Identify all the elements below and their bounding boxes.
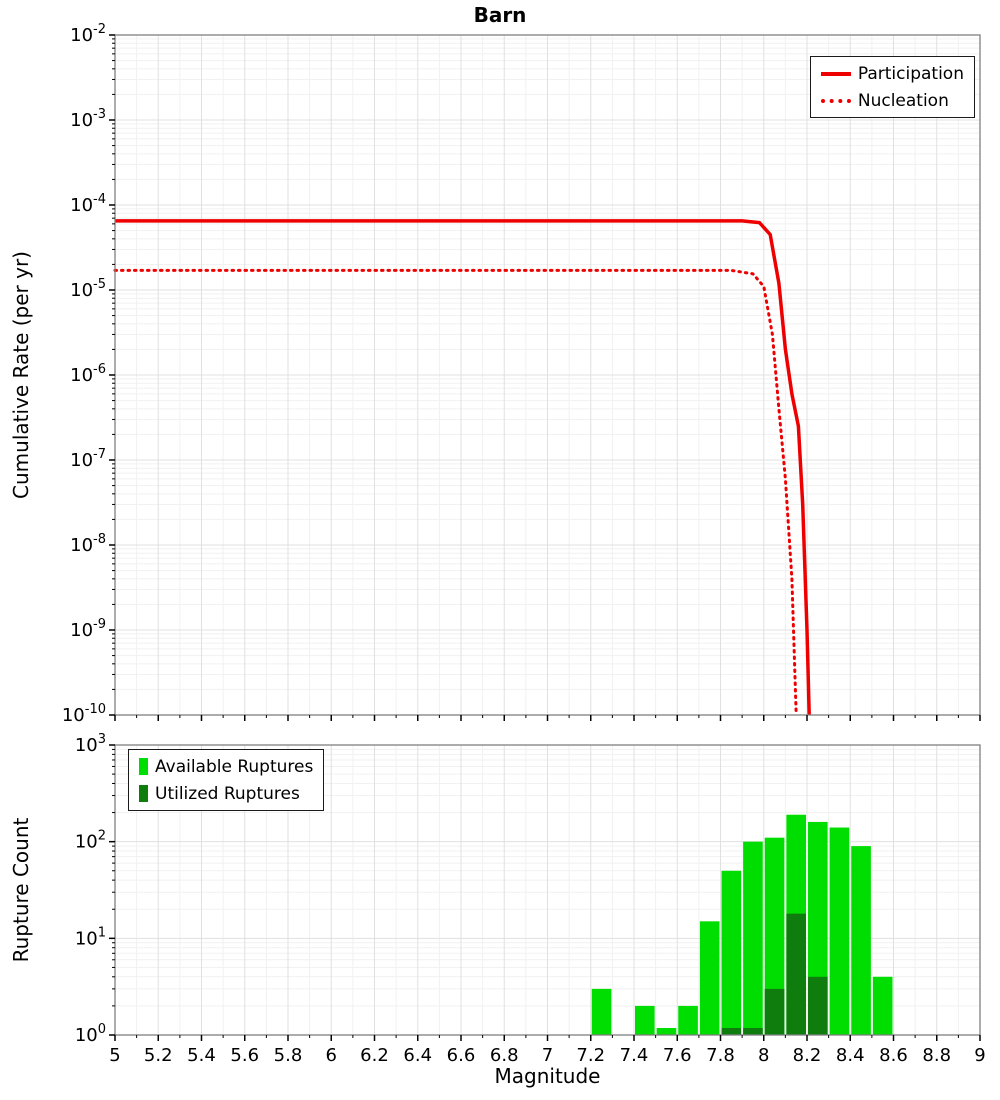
utilized-ruptures-bar — [808, 976, 828, 1035]
x-tick-label: 6.6 — [447, 1045, 476, 1066]
available-ruptures-bar — [851, 846, 871, 1035]
legend-item-participation: Participation — [820, 60, 964, 87]
rupture-count-panel: 100 101 102 103 5 5.2 5.4 5.6 5.8 6 6.2 6.4 6.6 6.8 7 7… — [75, 732, 986, 1066]
rate-legend: Participation Nucleation — [809, 56, 975, 118]
y-tick-label: 103 — [75, 732, 106, 756]
x-tick-label: 8.6 — [879, 1045, 908, 1066]
magnitude-axis-label: Magnitude — [494, 1064, 601, 1088]
x-tick-label: 7.8 — [706, 1045, 735, 1066]
available-ruptures-bar — [591, 988, 612, 1035]
available-ruptures-legend-label: Available Ruptures — [155, 756, 314, 777]
y-tick-label: 10-4 — [70, 192, 106, 216]
available-ruptures-bar — [743, 841, 763, 1035]
chart-title: Barn — [473, 3, 527, 27]
utilized-ruptures-bar — [786, 913, 806, 1035]
nucleation-legend-label: Nucleation — [857, 90, 949, 111]
y-tick-label: 100 — [75, 1022, 106, 1046]
x-tick-label: 6.8 — [490, 1045, 519, 1066]
legend-item-utilized-ruptures: Utilized Ruptures — [139, 780, 313, 807]
available-ruptures-bar — [699, 921, 720, 1035]
y-tick-label: 10-5 — [70, 277, 106, 301]
x-tick-label: 5.8 — [274, 1045, 303, 1066]
x-tick-label: 5 — [109, 1045, 120, 1066]
x-tick-label: 6.2 — [360, 1045, 389, 1066]
cumulative-rate-panel: 10-10 10-9 10-8 10-7 10-6 10-5 10-4 10-3 10-2 — [62, 22, 981, 726]
x-tick-label: 8.8 — [922, 1045, 951, 1066]
y-tick-label: 10-8 — [70, 532, 106, 556]
available-ruptures-bar — [764, 837, 785, 1035]
x-tick-label: 8.2 — [793, 1045, 822, 1066]
y-tick-label: 10-2 — [70, 22, 106, 46]
x-tick-label: 7.4 — [620, 1045, 649, 1066]
y-tick-label: 10-10 — [62, 702, 106, 726]
x-tick-label: 6.4 — [403, 1045, 432, 1066]
available-ruptures-bar — [678, 1005, 698, 1035]
available-ruptures-bar — [656, 1028, 677, 1035]
x-tick-label: 8 — [758, 1045, 769, 1066]
count-legend: Available Ruptures Utilized Ruptures — [128, 749, 325, 811]
nucleation-line-swatch — [820, 98, 851, 103]
utilized-ruptures-bar — [721, 1028, 742, 1035]
participation-line — [115, 219, 811, 716]
utilized-ruptures-bar — [743, 1028, 763, 1035]
participation-legend-label: Participation — [857, 63, 964, 84]
available-ruptures-bar — [635, 1005, 655, 1035]
x-tick-label: 5.6 — [230, 1045, 259, 1066]
utilized-ruptures-legend-label: Utilized Ruptures — [155, 783, 300, 804]
available-ruptures-bar — [721, 870, 742, 1035]
y-tick-label: 10-9 — [70, 617, 106, 641]
participation-line-swatch — [820, 71, 851, 76]
y-tick-label: 10-7 — [70, 447, 106, 471]
available-ruptures-bar — [829, 827, 850, 1035]
y-tick-label: 10-6 — [70, 362, 106, 386]
y-tick-label: 102 — [75, 829, 106, 853]
utilized-ruptures-swatch — [139, 785, 148, 802]
x-tick-label: 9 — [974, 1045, 985, 1066]
count-axis-label: Rupture Count — [9, 817, 33, 963]
y-tick-label: 101 — [75, 925, 106, 949]
rate-axis-label: Cumulative Rate (per yr) — [9, 251, 33, 499]
available-ruptures-swatch — [139, 758, 148, 775]
x-tick-label: 8.4 — [836, 1045, 865, 1066]
x-tick-label: 7.6 — [663, 1045, 692, 1066]
available-ruptures-bar — [872, 976, 893, 1035]
x-tick-label: 5.2 — [144, 1045, 173, 1066]
legend-item-nucleation: Nucleation — [820, 87, 964, 114]
legend-item-available-ruptures: Available Ruptures — [139, 753, 313, 780]
y-tick-label: 10-3 — [70, 107, 106, 131]
x-tick-label: 7.2 — [576, 1045, 605, 1066]
x-tick-label: 6 — [326, 1045, 337, 1066]
utilized-ruptures-bar — [764, 988, 785, 1035]
nucleation-line — [113, 268, 798, 717]
x-tick-label: 7 — [542, 1045, 553, 1066]
x-tick-label: 5.4 — [187, 1045, 216, 1066]
